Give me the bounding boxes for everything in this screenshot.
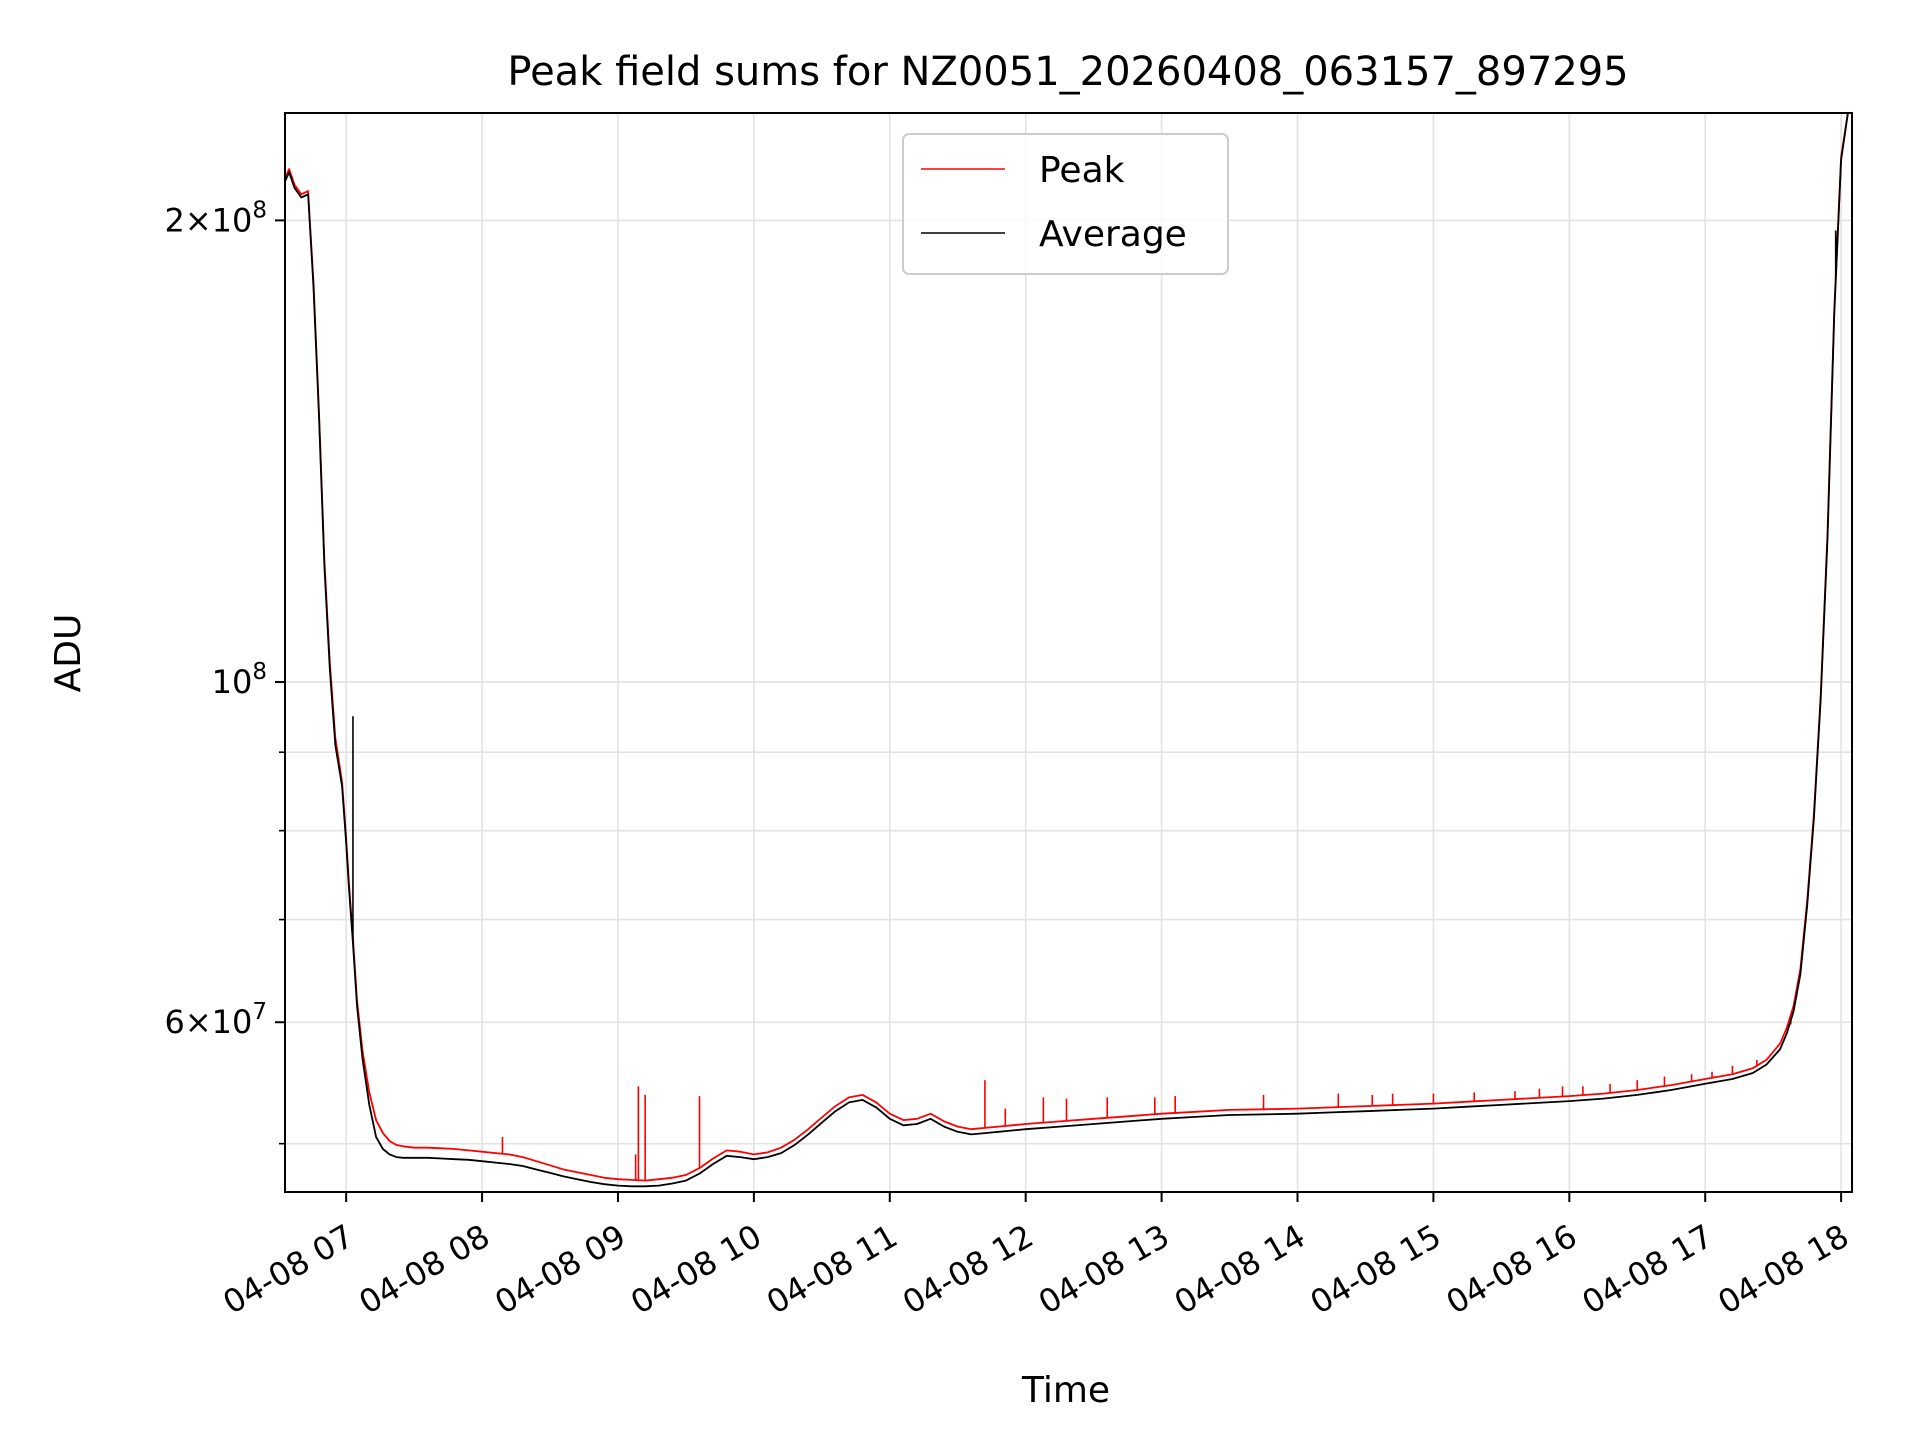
chart-title: Peak field sums for NZ0051_20260408_0631… bbox=[507, 49, 1628, 95]
series-line-average bbox=[285, 113, 1849, 1188]
y-tick-label: 108 bbox=[212, 659, 267, 701]
legend-average-label: Average bbox=[1039, 214, 1187, 255]
series-layer bbox=[285, 113, 1849, 1188]
y-tick-label: 6×107 bbox=[164, 999, 267, 1041]
x-axis-label: Time bbox=[1021, 1370, 1110, 1411]
plot-area-frame bbox=[284, 112, 1853, 1193]
legend-peak-label: Peak bbox=[1039, 150, 1125, 191]
legend: Peak Average bbox=[902, 133, 1229, 275]
grid-lines bbox=[285, 113, 1852, 1192]
y-axis-label: ADU bbox=[48, 614, 89, 693]
series-line-peak bbox=[285, 113, 1849, 1182]
y-tick-label: 2×108 bbox=[164, 197, 267, 239]
